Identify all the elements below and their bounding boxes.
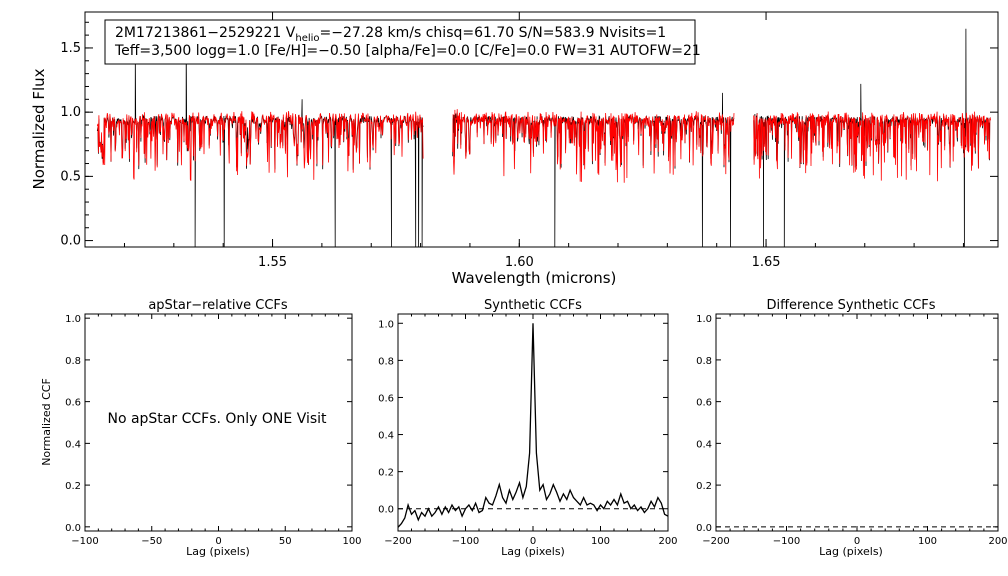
synthetic-x-axis-label: Lag (pixels) (501, 545, 565, 558)
apstar-xtick-label-2: 0 (215, 536, 221, 547)
difference-ytick-label-5: 1.0 (696, 314, 712, 325)
spectrum-model-chip-1 (452, 109, 735, 183)
apstar-note: No apStar CCFs. Only ONE Visit (107, 411, 327, 427)
spectrum-xtick-label-0: 1.55 (258, 255, 287, 270)
apstar-ccf-panel: −100 −50 0 50 100 0.0 0.2 0.4 0.6 0.8 1.0 apStar−r… (40, 298, 362, 558)
apstar-xtick-label-4: 100 (342, 536, 361, 547)
apstar-ytick-label-2: 0.4 (65, 439, 81, 450)
info-line-1: 2M17213861−2529221 Vhelio=−27.28 km/s ch… (115, 25, 666, 44)
synthetic-ytick-label-0: 0.0 (378, 505, 394, 516)
spectrum-model-chip-0 (96, 111, 424, 181)
apstar-xtick-label-1: −50 (141, 536, 162, 547)
difference-x-axis-label: Lag (pixels) (819, 545, 883, 558)
spectrum-frame (84, 11, 999, 248)
synthetic-ccf-series (397, 323, 669, 528)
info-line-2: Teff=3,500 logg=1.0 [Fe/H]=−0.50 [alpha/… (114, 43, 701, 59)
apstar-xtick-label-0: −100 (71, 536, 98, 547)
synthetic-ticks: −200 −100 0 100 200 0.0 0.2 0.4 0.6 0.8 1.0 (378, 314, 678, 547)
apstar-ytick-label-5: 1.0 (65, 314, 81, 325)
spectrum-xtick-label-1: 1.60 (505, 255, 534, 270)
apstar-title: apStar−relative CCFs (148, 298, 288, 313)
apstar-ticks: −100 −50 0 50 100 0.0 0.2 0.4 0.6 0.8 1.0 (65, 314, 362, 547)
apstar-ytick-label-4: 0.8 (65, 356, 81, 367)
synthetic-xtick-label-0: −200 (384, 536, 411, 547)
apstar-ytick-label-3: 0.6 (65, 398, 81, 409)
apstar-xtick-label-3: 50 (279, 536, 292, 547)
difference-title: Difference Synthetic CCFs (766, 298, 935, 313)
synthetic-xtick-label-4: 200 (658, 536, 677, 547)
spectrum-ticks: 1.55 1.60 1.65 0.0 0.5 1.0 1.5 (60, 12, 998, 270)
spectrum-y-axis-label: Normalized Flux (30, 68, 48, 189)
difference-xtick-label-0: −200 (702, 536, 729, 547)
apstar-x-axis-label: Lag (pixels) (186, 545, 250, 558)
apstar-ytick-label-0: 0.0 (65, 523, 81, 534)
synthetic-ytick-label-5: 1.0 (378, 319, 394, 330)
spectrum-x-axis-label: Wavelength (microns) (452, 269, 617, 287)
difference-ytick-label-3: 0.6 (696, 398, 712, 409)
difference-ytick-label-4: 0.8 (696, 356, 712, 367)
info-box (104, 19, 696, 65)
synthetic-ytick-label-4: 0.8 (378, 356, 394, 367)
spectrum-panel: 1.55 1.60 1.65 0.0 0.5 1.0 1.5 2M17213861−2529… (30, 11, 999, 287)
synthetic-ytick-label-2: 0.4 (378, 431, 394, 442)
difference-ticks: −200 −100 0 100 200 0.0 0.2 0.4 0.6 0.8 1.0 (696, 314, 1008, 547)
difference-xtick-label-4: 200 (988, 536, 1007, 547)
synthetic-ytick-label-1: 0.2 (378, 468, 394, 479)
spectrum-ytick-label-3: 1.5 (60, 41, 81, 56)
synthetic-lines (397, 323, 669, 528)
spectrum-chips (96, 28, 991, 248)
synthetic-ccf-panel: −200 −100 0 100 200 0.0 0.2 0.4 0.6 0.8 1.0 Synthe… (378, 298, 677, 558)
difference-xtick-label-3: 100 (918, 536, 937, 547)
spectrum-ytick-label-2: 1.0 (60, 105, 81, 120)
difference-xtick-label-1: −100 (773, 536, 800, 547)
difference-xtick-label-2: 0 (854, 536, 860, 547)
apstar-ytick-label-1: 0.2 (65, 481, 81, 492)
apstar-y-axis-label: Normalized CCF (40, 378, 53, 466)
synthetic-xtick-label-3: 100 (591, 536, 610, 547)
synthetic-ytick-label-3: 0.6 (378, 393, 394, 404)
synthetic-xtick-label-1: −100 (452, 536, 479, 547)
spectrum-observed-chip-2 (753, 28, 991, 248)
difference-ytick-label-0: 0.0 (696, 523, 712, 534)
spectrum-model-chip-2 (753, 111, 991, 182)
spectrum-xtick-label-2: 1.65 (752, 255, 781, 270)
difference-frame (715, 313, 999, 532)
synthetic-xtick-label-2: 0 (530, 536, 536, 547)
synthetic-title: Synthetic CCFs (484, 298, 582, 313)
spectrum-ytick-label-1: 0.5 (60, 169, 81, 184)
difference-ytick-label-1: 0.2 (696, 481, 712, 492)
spectrum-ytick-label-0: 0.0 (60, 234, 81, 249)
difference-ytick-label-2: 0.4 (696, 439, 712, 450)
difference-ccf-panel: −200 −100 0 100 200 0.0 0.2 0.4 0.6 0.8 1.0 Differ… (696, 298, 1007, 558)
